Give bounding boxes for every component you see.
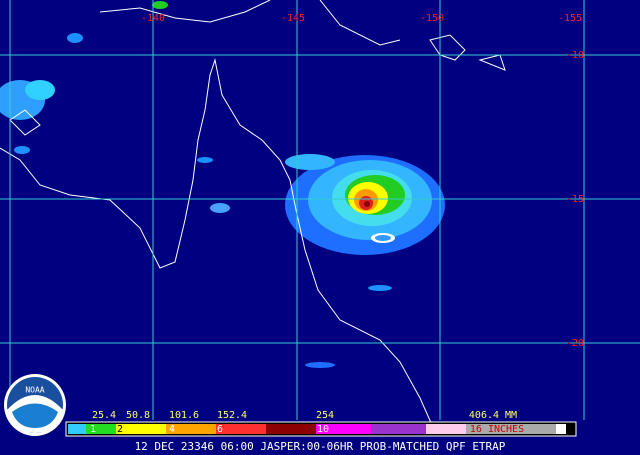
coastline	[0, 0, 506, 426]
mm-label: 25.4	[92, 410, 116, 421]
footer: 12 DEC 23346 06:00 JASPER:00-06HR PROB-M…	[135, 440, 506, 453]
lon-label: -150	[420, 13, 444, 24]
precipitation	[0, 1, 445, 368]
inch-label: 2	[117, 424, 123, 435]
noaa-logo: NOAA	[4, 374, 66, 436]
inch-label: 10	[317, 424, 329, 435]
mm-label: 254	[316, 410, 334, 421]
lat-label: -20	[566, 338, 584, 349]
graticule	[0, 0, 640, 420]
mm-label: 152.4	[217, 410, 247, 421]
inch-label: 16 INCHES	[470, 424, 524, 435]
inch-label: 4	[169, 424, 175, 435]
lon-label: -145	[281, 13, 305, 24]
lat-label: -15	[566, 194, 584, 205]
mm-label: 101.6	[169, 410, 199, 421]
inch-label: 6	[217, 424, 223, 435]
mm-label: 406.4 MM	[469, 410, 517, 421]
logo-text: NOAA	[25, 386, 44, 395]
inch-label: 1	[90, 424, 96, 435]
lon-label: -155	[558, 13, 582, 24]
colorbar	[65, 421, 577, 437]
lat-label: -10	[566, 50, 584, 61]
lon-label: -140	[141, 13, 165, 24]
mm-label: 50.8	[126, 410, 150, 421]
